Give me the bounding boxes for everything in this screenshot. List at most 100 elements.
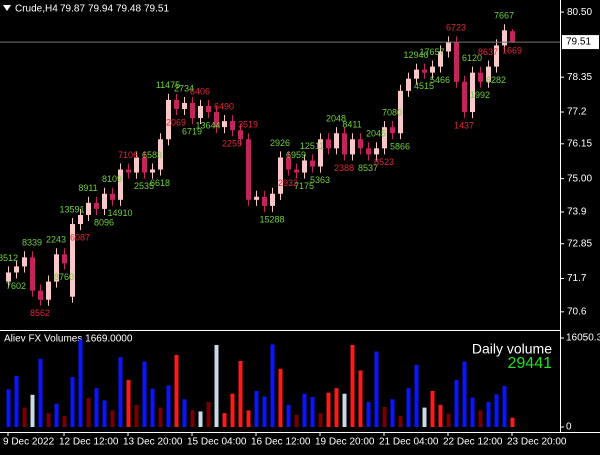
candle-body (166, 99, 171, 140)
volume-annotation: 6719 (182, 127, 202, 137)
candle-body (494, 45, 499, 67)
volume-bar (494, 394, 499, 427)
volume-bar (182, 399, 187, 427)
candle-body (510, 31, 515, 43)
candle-body (398, 90, 403, 134)
volume-annotation: 7175 (294, 181, 314, 191)
volume-annotation: 8760 (54, 272, 74, 282)
volume-annotation: 2388 (334, 163, 354, 173)
volume-bar (374, 351, 379, 427)
volume-annotation: 8109 (102, 174, 122, 184)
candle-body (22, 257, 27, 267)
volume-annotation: 1437 (454, 120, 474, 130)
volume-annotation: 2926 (270, 138, 290, 148)
header-high: 79.94 (88, 4, 113, 15)
volume-annotation: 6120 (462, 53, 482, 63)
x-tick-label: 16 Dec 12:00 (251, 437, 311, 448)
volume-bar (110, 410, 115, 427)
volume-bar (350, 344, 355, 427)
candle-body (86, 202, 91, 215)
candle-body (54, 254, 59, 282)
last-price-label: 79.51 (566, 37, 591, 48)
y-tick-label: 80.50 (567, 7, 592, 18)
candle-body (478, 72, 483, 82)
candle-body (286, 157, 291, 170)
volume-annotation: 1992 (470, 90, 490, 100)
volume-bar (86, 398, 91, 427)
candle-body (134, 157, 139, 173)
x-tick-label: 19 Dec 20:00 (315, 437, 375, 448)
volume-annotation: 2932 (278, 178, 298, 188)
volume-bar (198, 411, 203, 427)
candle-body (270, 193, 275, 206)
y-tick-label: 78.35 (567, 72, 592, 83)
y-tick-label: 76.15 (567, 138, 592, 149)
candle-body (350, 139, 355, 155)
volume-annotation: 8537 (358, 163, 378, 173)
candle-body (246, 139, 251, 200)
candle-body (366, 148, 371, 155)
volume-annotation: 6583 (142, 150, 162, 160)
volume-annotation: 2048 (326, 114, 346, 124)
candle-body (278, 157, 283, 194)
candle-body (422, 69, 427, 73)
candle-body (214, 112, 219, 128)
x-tick-label: 13 Dec 20:00 (123, 437, 183, 448)
volume-annotation: 17657 (419, 47, 444, 57)
candle-body (158, 139, 163, 170)
candle-body (302, 160, 307, 173)
volume-annotation: 2243 (46, 235, 66, 245)
candle-body (342, 133, 347, 155)
volume-annotation: 6959 (286, 150, 306, 160)
volume-annotation: 6618 (150, 178, 170, 188)
volume-bar (406, 388, 411, 427)
volume-annotation: 6282 (486, 75, 506, 85)
volume-bar (222, 413, 227, 427)
volume-bar (454, 379, 459, 427)
candle-body (326, 139, 331, 149)
volume-bar (342, 393, 347, 427)
volume-bar (46, 413, 51, 427)
volume-annotation: 8562 (30, 308, 50, 318)
volume-bar (462, 361, 467, 427)
header-close: 79.51 (144, 4, 169, 15)
candle-body (110, 193, 115, 200)
volume-annotation: 7106 (118, 150, 138, 160)
volume-bar (446, 413, 451, 427)
candle-body (46, 281, 51, 300)
candle-body (358, 139, 363, 149)
volume-bar (438, 404, 443, 427)
candle-body (206, 105, 211, 113)
volume-bar (70, 377, 75, 427)
candle-body (262, 196, 267, 206)
volume-bar (246, 410, 251, 427)
candle-body (438, 51, 443, 67)
volume-bar (22, 407, 27, 427)
y-tick-label: 75.00 (567, 173, 592, 184)
candle-body (238, 130, 243, 140)
volume-annotation: 3519 (238, 120, 258, 130)
candle-body (150, 169, 155, 173)
y-tick-label: 71.7 (567, 273, 587, 284)
volume-annotation: 2045 (366, 129, 386, 139)
volume-bar (294, 414, 299, 427)
candle-body (294, 169, 299, 173)
candle-body (230, 121, 235, 131)
volume-annotation: 8637 (478, 47, 498, 57)
volume-bar (502, 385, 507, 427)
candle-body (382, 127, 387, 149)
volume-annotation: 7602 (6, 281, 26, 291)
candle-body (70, 224, 75, 297)
last-price-box (562, 35, 599, 50)
volume-bar (158, 407, 163, 427)
candle-body (94, 202, 99, 209)
daily-volume-label: Daily volume (472, 341, 552, 357)
volume-bar (150, 388, 155, 427)
volume-bar (478, 410, 483, 427)
volume-bar (174, 354, 179, 427)
volume-title: Aliev FX Volumes 1669.0000 (4, 334, 133, 345)
volume-bar (54, 403, 59, 427)
candle-body (486, 66, 491, 82)
volume-tick-label: 0 (566, 422, 572, 433)
